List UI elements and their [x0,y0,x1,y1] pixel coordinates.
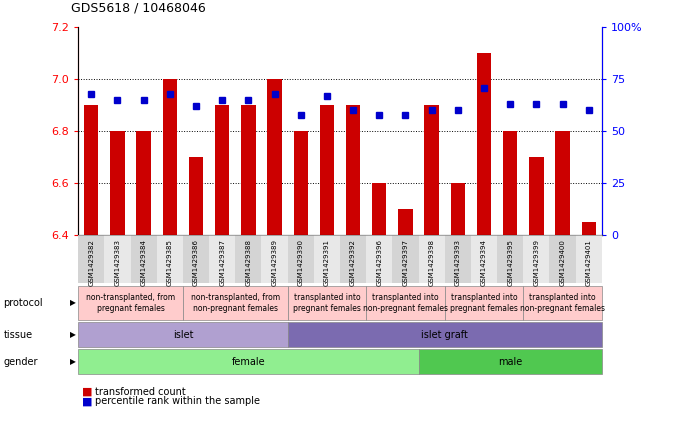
Bar [529,157,543,235]
Text: GSM1429389: GSM1429389 [271,239,277,286]
Text: ▶: ▶ [70,330,76,339]
Text: ▶: ▶ [70,298,76,308]
Bar [241,105,256,235]
Text: protocol: protocol [3,298,43,308]
Text: transplanted into
non-pregnant females: transplanted into non-pregnant females [363,293,448,313]
Text: transplanted into
non-pregnant females: transplanted into non-pregnant females [520,293,605,313]
Bar [451,183,465,235]
Text: GSM1429392: GSM1429392 [350,239,356,286]
Text: GSM1429398: GSM1429398 [428,239,435,286]
Bar [424,105,439,235]
Bar [346,105,360,235]
Bar [372,183,386,235]
Text: non-transplanted, from
non-pregnant females: non-transplanted, from non-pregnant fema… [190,293,280,313]
Text: GSM1429385: GSM1429385 [167,239,173,286]
Bar [556,131,570,235]
Bar [137,131,151,235]
Text: GSM1429391: GSM1429391 [324,239,330,286]
Text: GSM1429387: GSM1429387 [219,239,225,286]
Text: GSM1429388: GSM1429388 [245,239,252,286]
Bar [110,131,124,235]
Bar [84,105,99,235]
Bar [163,80,177,235]
Text: ■: ■ [82,396,92,407]
Text: GSM1429390: GSM1429390 [298,239,304,286]
Text: GSM1429401: GSM1429401 [585,239,592,286]
Text: GSM1429383: GSM1429383 [114,239,120,286]
Bar [320,105,334,235]
Bar [477,53,491,235]
Text: tissue: tissue [3,330,33,340]
Text: GSM1429397: GSM1429397 [403,239,409,286]
Text: non-transplanted, from
pregnant females: non-transplanted, from pregnant females [86,293,175,313]
Text: GSM1429393: GSM1429393 [455,239,461,286]
Bar [398,209,413,235]
Text: ■: ■ [82,387,92,397]
Text: GDS5618 / 10468046: GDS5618 / 10468046 [71,2,206,15]
Bar [267,80,282,235]
Text: female: female [232,357,265,367]
Bar [189,157,203,235]
Text: male: male [498,357,522,367]
Bar [581,222,596,235]
Text: GSM1429394: GSM1429394 [481,239,487,286]
Text: GSM1429395: GSM1429395 [507,239,513,286]
Bar [215,105,229,235]
Text: islet: islet [173,330,193,340]
Text: islet graft: islet graft [422,330,468,340]
Text: gender: gender [3,357,38,367]
Text: transplanted into
pregnant females: transplanted into pregnant females [293,293,361,313]
Bar [294,131,308,235]
Text: GSM1429382: GSM1429382 [88,239,95,286]
Text: GSM1429386: GSM1429386 [193,239,199,286]
Text: GSM1429400: GSM1429400 [560,239,566,286]
Text: GSM1429384: GSM1429384 [141,239,147,286]
Text: GSM1429396: GSM1429396 [376,239,382,286]
Text: percentile rank within the sample: percentile rank within the sample [95,396,260,407]
Text: GSM1429399: GSM1429399 [533,239,539,286]
Bar [503,131,517,235]
Text: transformed count: transformed count [95,387,186,397]
Text: ▶: ▶ [70,357,76,366]
Text: transplanted into
pregnant females: transplanted into pregnant females [450,293,518,313]
